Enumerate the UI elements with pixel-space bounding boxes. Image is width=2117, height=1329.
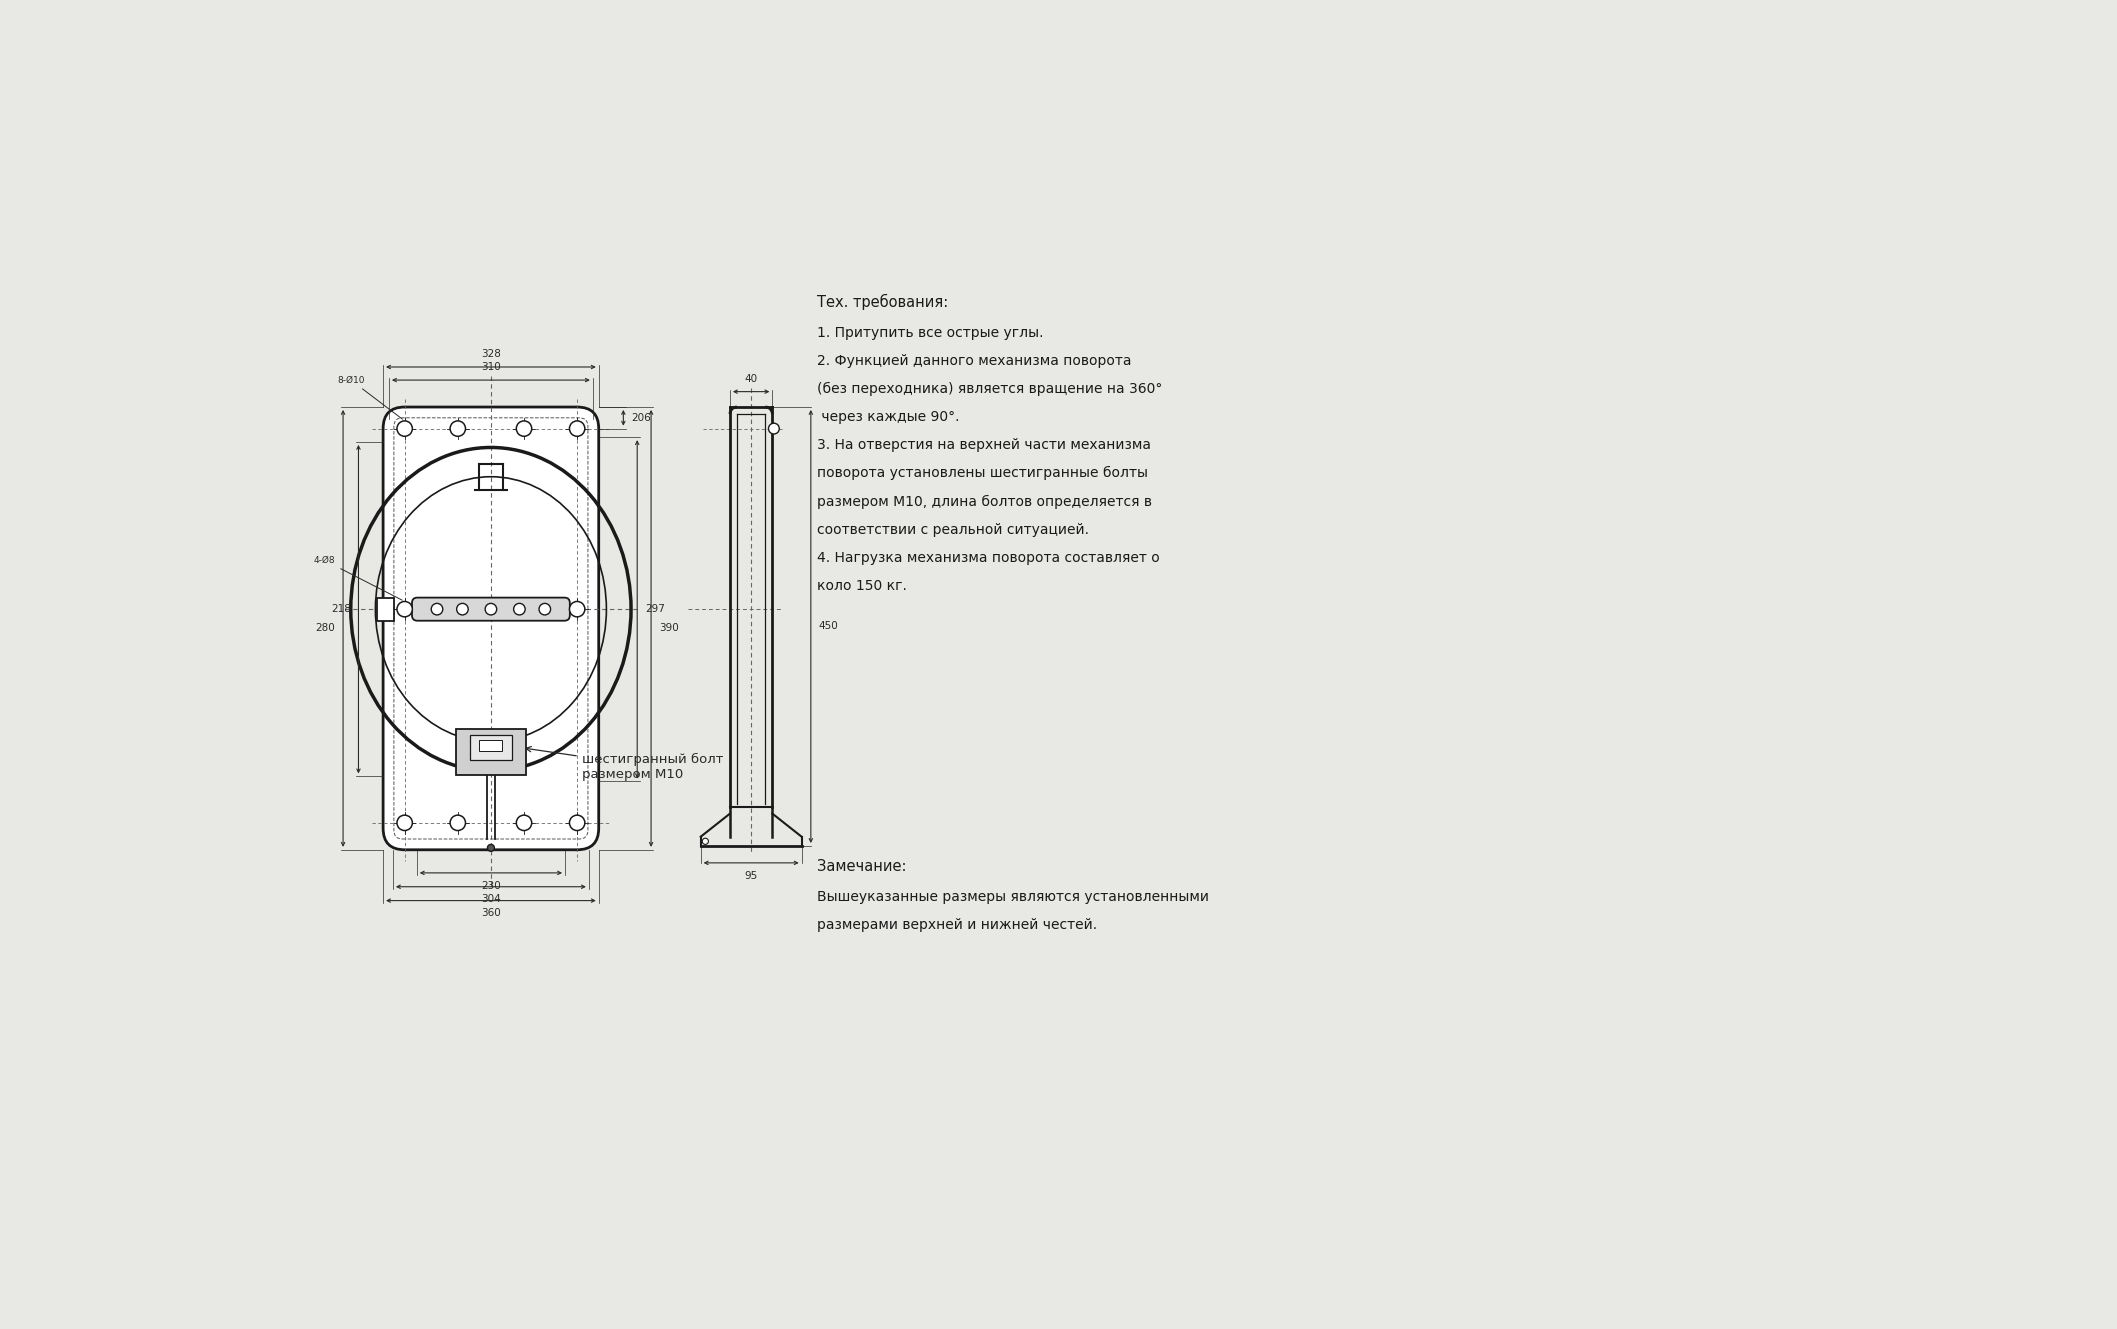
Circle shape	[514, 603, 525, 615]
Circle shape	[485, 603, 497, 615]
Text: 40: 40	[745, 373, 758, 384]
Circle shape	[398, 815, 413, 831]
Text: 8-Ø10: 8-Ø10	[337, 375, 402, 419]
Circle shape	[569, 602, 584, 617]
Text: через каждые 90°.: через каждые 90°.	[817, 411, 959, 424]
Text: 390: 390	[658, 623, 680, 634]
Text: 3. На отверстия на верхней части механизма: 3. На отверстия на верхней части механиз…	[817, 439, 1152, 452]
Text: 310: 310	[481, 363, 502, 372]
Circle shape	[487, 844, 495, 852]
FancyBboxPatch shape	[413, 598, 569, 621]
Text: 1. Притупить все острые углы.: 1. Притупить все острые углы.	[817, 326, 1044, 340]
Bar	[377, 598, 394, 621]
Text: 280: 280	[315, 623, 334, 634]
Text: коло 150 кг.: коло 150 кг.	[817, 578, 906, 593]
FancyBboxPatch shape	[383, 407, 599, 849]
Bar	[457, 728, 525, 775]
Text: соответствии с реальной ситуацией.: соответствии с реальной ситуацией.	[817, 522, 1088, 537]
Text: шестигранный болт
размером М10: шестигранный болт размером М10	[525, 747, 724, 781]
Circle shape	[768, 423, 779, 435]
Text: 4-Ø8: 4-Ø8	[313, 556, 402, 601]
Bar	[478, 740, 502, 751]
Text: размером М10, длина болтов определяется в: размером М10, длина болтов определяется …	[817, 494, 1152, 509]
Text: 95: 95	[745, 870, 758, 881]
Text: 297: 297	[646, 605, 665, 614]
Circle shape	[540, 603, 550, 615]
Bar	[470, 735, 512, 760]
Text: Замечание:: Замечание:	[817, 860, 906, 874]
Circle shape	[398, 421, 413, 436]
Text: 2. Функцией данного механизма поворота: 2. Функцией данного механизма поворота	[817, 354, 1130, 368]
Text: 230: 230	[481, 881, 502, 890]
Text: Тех. требования:: Тех. требования:	[817, 294, 948, 310]
Text: поворота установлены шестигранные болты: поворота установлены шестигранные болты	[817, 466, 1147, 480]
Text: 360: 360	[481, 908, 502, 918]
Circle shape	[398, 602, 413, 617]
Text: 304: 304	[481, 894, 502, 905]
Circle shape	[451, 815, 466, 831]
Circle shape	[451, 421, 466, 436]
Circle shape	[517, 815, 531, 831]
Circle shape	[569, 421, 584, 436]
Text: (без переходника) является вращение на 360°: (без переходника) является вращение на 3…	[817, 381, 1162, 396]
Text: 206: 206	[631, 413, 650, 423]
Circle shape	[517, 421, 531, 436]
Circle shape	[703, 839, 709, 844]
Circle shape	[569, 815, 584, 831]
Text: Вышеуказанные размеры являются установленными: Вышеуказанные размеры являются установле…	[817, 890, 1209, 904]
Text: 218: 218	[330, 605, 351, 614]
Circle shape	[457, 603, 468, 615]
Text: размерами верхней и нижней честей.: размерами верхней и нижней честей.	[817, 918, 1097, 933]
Text: 4. Нагрузка механизма поворота составляет о: 4. Нагрузка механизма поворота составляе…	[817, 550, 1160, 565]
Text: 450: 450	[819, 622, 838, 631]
Text: 328: 328	[481, 350, 502, 359]
Circle shape	[432, 603, 442, 615]
